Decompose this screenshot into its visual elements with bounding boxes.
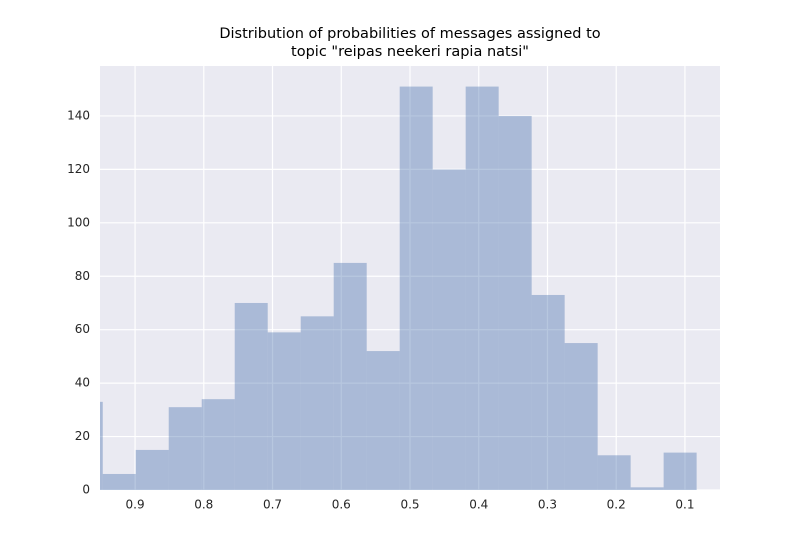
y-tick-label: 100 xyxy=(67,215,90,229)
bar xyxy=(234,302,268,490)
y-tick-label: 140 xyxy=(67,108,90,122)
bar xyxy=(432,169,466,490)
bar xyxy=(300,316,334,490)
x-tick-label: 0.7 xyxy=(263,498,282,512)
bar xyxy=(663,452,697,490)
x-tick-label: 0.6 xyxy=(332,498,351,512)
bar xyxy=(100,401,103,490)
bar xyxy=(102,473,136,490)
x-tick-label: 0.3 xyxy=(538,498,557,512)
bar xyxy=(366,351,400,490)
bars xyxy=(100,86,697,490)
bar xyxy=(399,86,433,490)
x-tick-label: 0.4 xyxy=(469,498,488,512)
bar xyxy=(267,332,301,490)
bar xyxy=(630,487,664,490)
x-tick-label: 0.9 xyxy=(126,498,145,512)
bar xyxy=(498,115,532,490)
bar xyxy=(597,455,631,490)
x-tick-label: 0.5 xyxy=(400,498,419,512)
y-tick-label: 20 xyxy=(75,429,90,443)
y-tick-label: 120 xyxy=(67,162,90,176)
chart-title: topic "reipas neekeri rapia natsi" xyxy=(291,44,529,60)
bar xyxy=(201,399,235,490)
grid xyxy=(100,66,720,491)
bar xyxy=(465,86,499,490)
bar xyxy=(135,449,169,490)
bar xyxy=(564,343,598,490)
chart-title: Distribution of probabilities of message… xyxy=(219,26,600,42)
x-tick-label: 0.8 xyxy=(194,498,213,512)
y-tick-label: 60 xyxy=(75,322,90,336)
y-tick-label: 0 xyxy=(82,483,90,497)
y-tick-label: 40 xyxy=(75,376,90,390)
x-tick-label: 0.1 xyxy=(675,498,694,512)
bar xyxy=(333,262,367,490)
x-tick-label: 0.2 xyxy=(607,498,626,512)
y-tick-label: 80 xyxy=(75,269,90,283)
bar xyxy=(531,294,565,490)
bar xyxy=(168,407,202,490)
